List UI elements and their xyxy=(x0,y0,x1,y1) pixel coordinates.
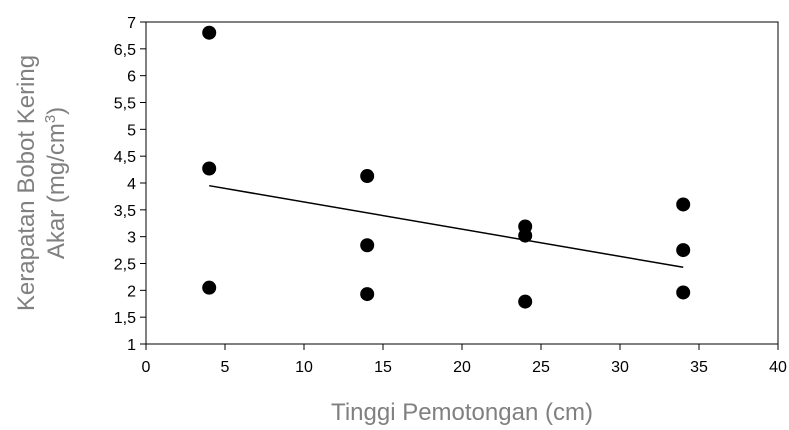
data-point xyxy=(360,238,375,253)
y-axis-title: Kerapatan Bobot Kering Akar (mg/cm3) xyxy=(13,55,70,311)
y-tick-label: 2,5 xyxy=(114,257,136,274)
y-axis-title-suffix: ) xyxy=(43,107,70,115)
x-tick-label: 35 xyxy=(690,359,708,376)
y-axis-title-prefix: Akar (mg/cm xyxy=(43,123,70,259)
y-axis-title-line2: Akar (mg/cm3) xyxy=(42,107,70,259)
x-axis-ticks: 0 5 10 15 20 25 30 35 40 xyxy=(142,344,787,376)
data-point xyxy=(202,25,217,40)
data-point xyxy=(202,161,217,176)
x-tick-label: 30 xyxy=(611,359,629,376)
x-axis-title: Tinggi Pemotongan (cm) xyxy=(331,399,593,426)
y-axis-title-line1: Kerapatan Bobot Kering xyxy=(13,55,40,311)
data-points xyxy=(202,25,691,309)
y-tick-label: 6,5 xyxy=(114,42,136,59)
trendline xyxy=(209,184,684,268)
y-tick-label: 1,5 xyxy=(114,310,136,327)
y-tick-label: 3,5 xyxy=(114,203,136,220)
y-tick-label: 4,5 xyxy=(114,149,136,166)
y-tick-label: 5 xyxy=(127,122,136,139)
y-tick-label: 6 xyxy=(127,69,136,86)
x-tick-label: 25 xyxy=(532,359,550,376)
x-tick-label: 5 xyxy=(221,359,230,376)
x-tick-label: 20 xyxy=(453,359,471,376)
data-point xyxy=(518,294,533,309)
data-point xyxy=(518,228,533,243)
x-tick-label: 10 xyxy=(295,359,313,376)
data-point xyxy=(202,280,217,295)
y-tick-label: 2 xyxy=(127,283,136,300)
x-tick-label: 40 xyxy=(769,359,787,376)
data-point xyxy=(676,197,691,212)
trendline-group xyxy=(209,184,684,268)
y-tick-label: 1 xyxy=(127,337,136,354)
data-point xyxy=(676,243,691,258)
data-point xyxy=(360,169,375,184)
x-tick-label: 15 xyxy=(374,359,392,376)
y-tick-label: 7 xyxy=(127,15,136,32)
y-tick-label: 3 xyxy=(127,230,136,247)
y-tick-label: 4 xyxy=(127,176,136,193)
y-tick-label: 5,5 xyxy=(114,96,136,113)
data-point xyxy=(676,285,691,300)
data-point xyxy=(360,287,375,302)
x-tick-label: 0 xyxy=(142,359,151,376)
y-axis-ticks: 1 1,5 2 2,5 3 3,5 4 4,5 5 5,5 6 6,5 7 xyxy=(114,15,146,354)
y-axis-title-superscript: 3 xyxy=(42,115,59,123)
